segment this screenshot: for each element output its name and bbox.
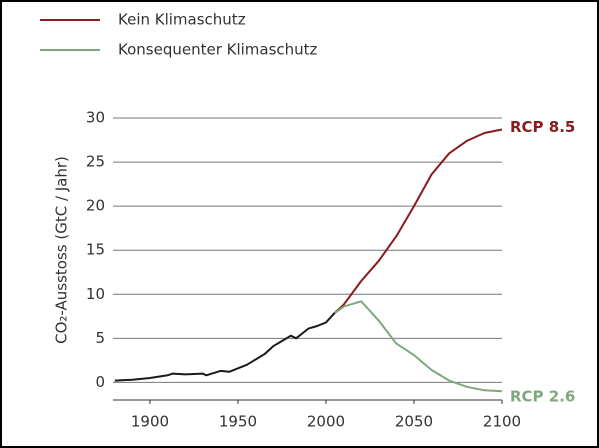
- y-tick-label: 20: [86, 197, 105, 215]
- legend-label: Konsequenter Klimaschutz: [118, 41, 318, 59]
- annotation: RCP 8.5: [510, 118, 575, 136]
- y-tick-label: 15: [86, 241, 105, 259]
- x-tick-label: 1900: [131, 413, 169, 431]
- y-axis-label: CO₂-Ausstoss (GtC / Jahr): [53, 156, 71, 344]
- y-tick-label: 25: [86, 153, 105, 171]
- y-tick-label: 30: [86, 109, 105, 127]
- series-line: [334, 300, 503, 393]
- x-tick-label: 2100: [483, 413, 521, 431]
- series-line: [114, 305, 345, 382]
- series-line: [334, 128, 503, 314]
- y-tick-label: 5: [95, 329, 105, 347]
- legend-label: Kein Klimaschutz: [118, 11, 246, 29]
- annotation: RCP 2.6: [510, 388, 575, 406]
- x-tick-label: 1950: [219, 413, 257, 431]
- y-tick-label: 10: [86, 285, 105, 303]
- x-tick-label: 2050: [395, 413, 433, 431]
- y-tick-label: 0: [95, 373, 105, 391]
- x-tick-label: 2000: [307, 413, 345, 431]
